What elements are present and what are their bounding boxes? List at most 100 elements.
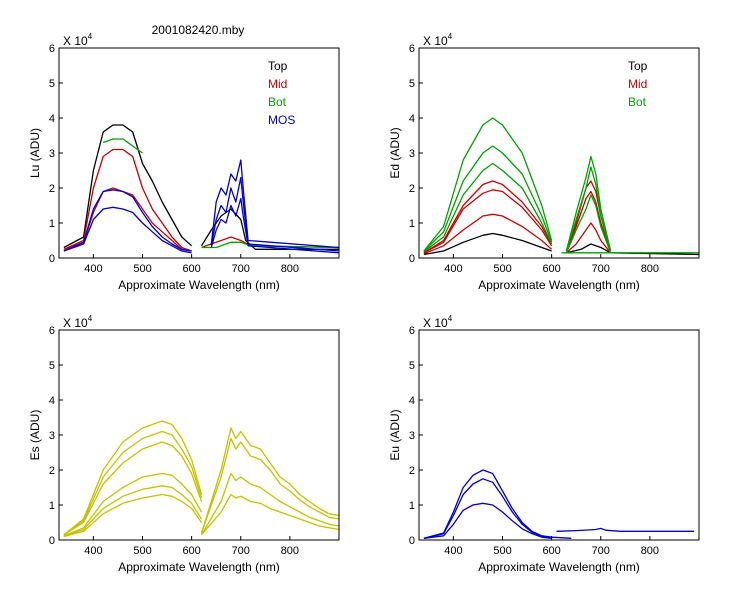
es-x-ticks: 400 500 600 700 800 <box>84 536 299 557</box>
es-series-es-line <box>63 493 203 538</box>
ed-series-mid-line <box>565 190 612 252</box>
eu-y-ticks: 0 1 2 3 4 5 6 <box>409 325 423 547</box>
lu-y-tick-label: 4 <box>49 113 55 125</box>
lu-series-top-line <box>200 208 339 250</box>
eu-y-tick-label: 4 <box>409 395 415 407</box>
eu-x-axis-label: Approximate Wavelength (nm) <box>478 560 640 574</box>
ed-series-bot-line <box>565 166 612 252</box>
es-x-tick-label: 400 <box>84 545 102 557</box>
es-y-tick-label: 1 <box>49 500 55 512</box>
lu-y-axis-label: Lu (ADU) <box>28 128 42 178</box>
lu-series-top-line <box>63 124 193 249</box>
ed-y-tick-label: 3 <box>409 148 415 160</box>
ed-legend: Top Mid Bot <box>628 59 648 109</box>
ed-x-axis-label: Approximate Wavelength (nm) <box>478 278 640 292</box>
ed-plot-area <box>423 117 700 256</box>
lu-series-bot-line <box>102 138 143 154</box>
lu-series-mos-line <box>63 189 192 252</box>
eu-x-tick-label: 600 <box>542 545 560 557</box>
lu-plot-area <box>63 124 340 254</box>
lu-x-tick-label: 600 <box>182 263 200 275</box>
es-series-es-line <box>63 420 203 536</box>
lu-y-ticks: 0 1 2 3 4 5 6 <box>49 43 63 265</box>
lu-x-axis-label: Approximate Wavelength (nm) <box>118 278 280 292</box>
lu-series-mos-line <box>210 159 340 249</box>
legend-entry-mos: MOS <box>268 113 295 127</box>
eu-y-tick-label: 1 <box>409 500 415 512</box>
es-series-es-line <box>63 441 203 536</box>
eu-y-tick-label: 2 <box>409 465 415 477</box>
lu-y-tick-label: 2 <box>49 183 55 195</box>
es-x-axis-label: Approximate Wavelength (nm) <box>118 560 280 574</box>
legend-entry-bot: Bot <box>628 95 647 109</box>
eu-series-eu-line <box>423 478 552 539</box>
lu-series-mos-line <box>210 176 340 252</box>
ed-series-mid-line <box>423 189 553 254</box>
ed-series-mid-line <box>423 180 553 254</box>
es-series-es-line <box>63 430 203 536</box>
lu-series-bot-line <box>201 241 340 249</box>
ed-y-tick-label: 1 <box>409 218 415 230</box>
es-exponent-label: X 104 <box>63 314 93 330</box>
legend-entry-top: Top <box>268 59 288 73</box>
es-x-tick-label: 700 <box>232 545 250 557</box>
es-series-es-line <box>63 485 203 537</box>
eu-x-ticks: 400 500 600 700 800 <box>444 536 659 557</box>
ed-series-bot-line <box>423 162 553 253</box>
es-y-axis-label: Es (ADU) <box>28 410 42 461</box>
es-series-es-line <box>200 437 340 534</box>
lu-x-tick-label: 400 <box>84 263 102 275</box>
eu-series-eu-line <box>423 469 572 539</box>
eu-y-tick-label: 3 <box>409 430 415 442</box>
eu-x-tick-label: 700 <box>592 545 610 557</box>
legend-entry-mid: Mid <box>268 77 287 91</box>
ed-x-tick-label: 700 <box>592 263 610 275</box>
ed-axes-frame <box>418 47 700 259</box>
es-panel: 400 500 600 700 800 0 1 2 3 4 5 6 X 104 Approximat… <box>28 314 340 574</box>
ed-y-tick-label: 5 <box>409 78 415 90</box>
es-y-ticks: 0 1 2 3 4 5 6 <box>49 325 63 547</box>
lu-x-tick-label: 500 <box>133 263 151 275</box>
lu-panel: 400 500 600 700 800 0 1 2 3 4 5 6 X 104 Approximat… <box>28 32 340 292</box>
ed-x-tick-label: 400 <box>444 263 462 275</box>
ed-series-bot-line <box>423 117 553 252</box>
legend-entry-mid: Mid <box>628 77 647 91</box>
lu-y-tick-label: 1 <box>49 218 55 230</box>
ed-y-tick-label: 2 <box>409 183 415 195</box>
eu-series-eu-line <box>556 527 695 532</box>
es-plot-area <box>63 420 340 538</box>
lu-y-tick-label: 6 <box>49 43 55 55</box>
eu-plot-area <box>423 469 695 539</box>
lu-x-ticks: 400 500 600 700 800 <box>84 254 299 275</box>
lu-exponent-label: X 104 <box>63 32 93 48</box>
eu-x-tick-label: 800 <box>641 545 659 557</box>
ed-x-tick-label: 800 <box>641 263 659 275</box>
es-y-tick-label: 2 <box>49 465 55 477</box>
es-y-tick-label: 6 <box>49 325 55 337</box>
lu-axes-frame <box>58 47 340 259</box>
ed-exponent-label: X 104 <box>423 32 453 48</box>
legend-entry-bot: Bot <box>268 95 287 109</box>
ed-panel: 400 500 600 700 800 0 1 2 3 4 5 6 X 104 Approximat… <box>388 32 700 292</box>
eu-y-tick-label: 0 <box>409 535 415 547</box>
es-y-tick-label: 3 <box>49 430 55 442</box>
eu-x-tick-label: 500 <box>493 545 511 557</box>
es-x-tick-label: 600 <box>182 545 200 557</box>
eu-series-eu-line <box>423 502 552 539</box>
es-series-es-line <box>201 493 340 536</box>
eu-exponent-label: X 104 <box>423 314 453 330</box>
es-y-tick-label: 0 <box>49 535 55 547</box>
ed-x-tick-label: 600 <box>542 263 560 275</box>
eu-axes-frame <box>418 329 700 541</box>
lu-legend: Top Mid Bot MOS <box>268 59 295 127</box>
ed-series-mid-line <box>423 213 553 255</box>
figure-title: 2001082420.mby <box>152 23 245 37</box>
legend-entry-top: Top <box>628 59 648 73</box>
es-series-es-line <box>200 427 340 534</box>
ed-y-tick-label: 0 <box>409 253 415 265</box>
es-y-tick-label: 4 <box>49 395 55 407</box>
ed-series-mid-line <box>565 222 612 254</box>
ed-series-bot-line <box>565 155 612 252</box>
lu-y-tick-label: 3 <box>49 148 55 160</box>
